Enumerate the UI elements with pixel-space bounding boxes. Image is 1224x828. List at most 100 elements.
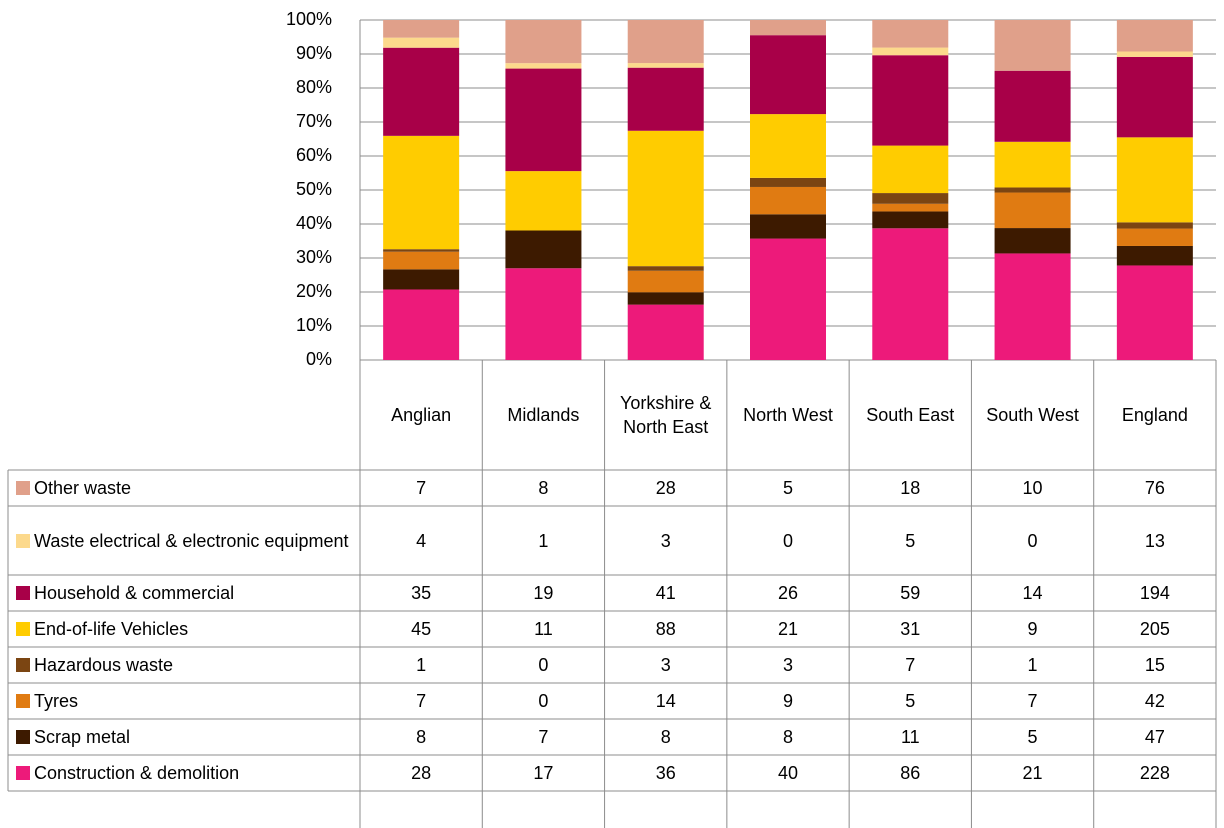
legend-swatch [16, 730, 30, 744]
bar-segment [994, 141, 1071, 188]
bar-segment [1116, 245, 1193, 266]
table-value: 17 [533, 763, 554, 783]
table-value: 0 [1027, 530, 1038, 551]
bar-segment [383, 47, 460, 136]
legend-swatch [16, 694, 30, 708]
table-value: 8 [782, 727, 793, 747]
bar-segment [627, 67, 704, 131]
bar-segment [750, 35, 826, 115]
legend-entry: Other waste [16, 476, 131, 500]
legend-swatch [16, 481, 30, 495]
legend-swatch [16, 622, 30, 636]
table-value: 8 [538, 478, 549, 498]
bar-segment [1116, 51, 1193, 57]
bar-segment [994, 228, 1071, 254]
legend-entry: End-of-life Vehicles [16, 617, 188, 641]
bar-segment [872, 193, 949, 204]
bar-segment [750, 238, 826, 360]
table-value: 35 [411, 583, 432, 603]
bar-segment [1116, 137, 1193, 223]
bar-segment [505, 171, 582, 231]
y-tick-label: 90% [296, 43, 332, 63]
bar-segment [627, 304, 704, 360]
bar-segment [872, 47, 949, 56]
bar-segment [994, 192, 1071, 229]
bar-segment [872, 20, 949, 48]
table-value: 28 [411, 763, 432, 783]
bar-segment [750, 114, 826, 178]
table-value: 11 [534, 619, 553, 639]
table-value: 7 [416, 478, 427, 498]
bar-segment [627, 20, 704, 64]
legend-cell: Hazardous waste [8, 647, 360, 683]
table-value: 40 [777, 763, 798, 783]
legend-entry: Hazardous waste [16, 653, 173, 677]
bar-segment [750, 186, 826, 215]
legend-label: Household & commercial [34, 583, 235, 603]
legend-label: Scrap metal [34, 727, 131, 747]
legend-cell: Waste electrical & electronic equipment [8, 506, 360, 575]
legend-swatch [16, 586, 30, 600]
table-value: 45 [411, 619, 432, 639]
table-value: 4 [416, 530, 427, 551]
table-value: 1 [1027, 655, 1038, 675]
table-value: 88 [655, 619, 676, 639]
legend-label: Other waste [34, 478, 132, 498]
table-value: 86 [900, 763, 921, 783]
bar-segment [383, 20, 460, 38]
category-label: South East [866, 405, 955, 425]
legend-cell: Tyres [8, 683, 360, 719]
bar-segment [994, 187, 1071, 193]
legend-label: Waste electrical & electronic equipment [34, 530, 349, 551]
table-value: 1 [416, 655, 427, 675]
table-value: 0 [538, 655, 549, 675]
table-value: 8 [416, 727, 427, 747]
bar-segment [383, 135, 460, 250]
table-value: 21 [777, 619, 798, 639]
legend-swatch [16, 766, 30, 780]
legend-entry: Household & commercial [16, 581, 234, 605]
bar-segment [505, 268, 582, 360]
table-value: 15 [1144, 655, 1165, 675]
legend-cell: Other waste [8, 470, 360, 506]
table-value: 5 [782, 478, 793, 498]
table-value: 14 [655, 691, 676, 711]
bar-segment [383, 251, 460, 270]
bar-segment [994, 20, 1071, 71]
table-value: 19 [533, 583, 554, 603]
table-value: 21 [1022, 763, 1043, 783]
bar-segment [1116, 20, 1193, 52]
table-value: 59 [900, 583, 921, 603]
table-value: 1 [538, 530, 549, 551]
table-value: 8 [660, 727, 671, 747]
bar-segment [627, 130, 704, 267]
table-value: 0 [782, 530, 793, 551]
legend-swatch [16, 533, 30, 548]
bar-segment [505, 68, 582, 172]
bar-segment [505, 20, 582, 64]
y-tick-label: 70% [296, 111, 332, 131]
bar-segment [1116, 228, 1193, 246]
category-label: Anglian [391, 405, 452, 425]
table-value: 5 [905, 530, 916, 551]
table-value: 0 [538, 691, 549, 711]
table-value: 7 [416, 691, 427, 711]
bar-segment [383, 37, 460, 48]
legend-entry: Construction & demolition [16, 761, 239, 785]
category-label: South West [986, 405, 1079, 425]
table-value: 205 [1139, 619, 1170, 639]
bar-segment [872, 228, 949, 360]
table-value: 28 [655, 478, 676, 498]
bar-segment [872, 211, 949, 229]
table-value: 9 [1027, 619, 1038, 639]
table-value: 47 [1144, 727, 1165, 747]
table-value: 14 [1022, 583, 1043, 603]
bar-segment [1116, 265, 1193, 360]
table-value: 11 [900, 727, 920, 747]
table-value: 228 [1139, 763, 1170, 783]
bar-segment [627, 292, 704, 305]
bar-segment [627, 270, 704, 293]
legend-entry: Scrap metal [16, 725, 130, 749]
table-value: 5 [1027, 727, 1038, 747]
